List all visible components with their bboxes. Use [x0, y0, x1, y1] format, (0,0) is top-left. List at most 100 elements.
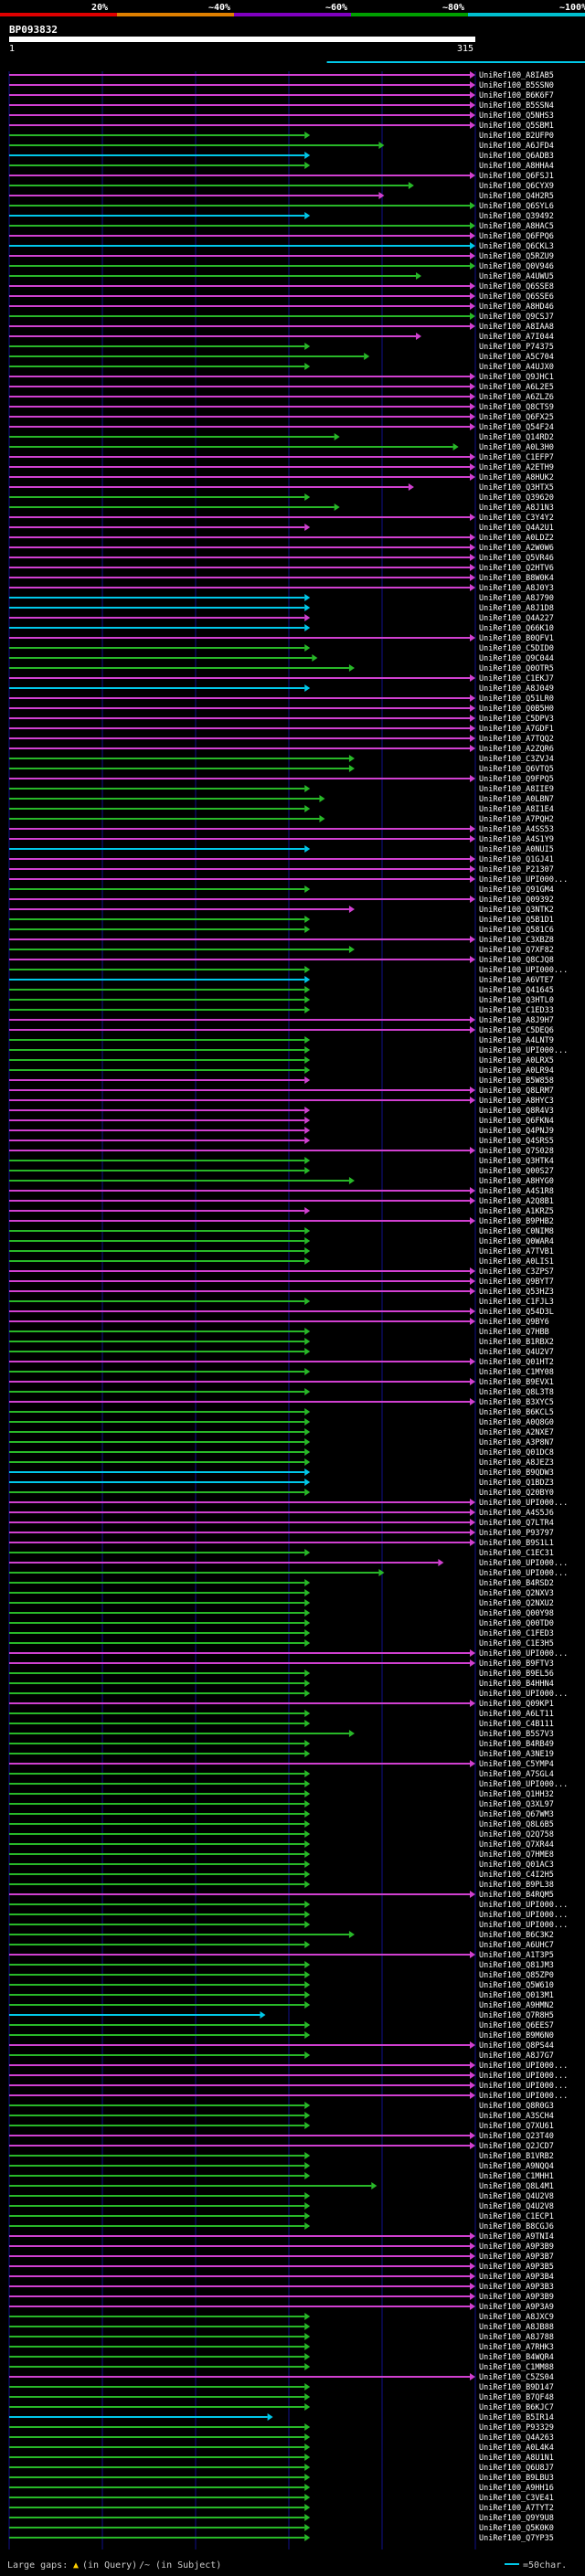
hit-row[interactable]: UniRef100_A9P3B5	[9, 2263, 554, 2272]
hit-row[interactable]: UniRef100_Q9BY6	[9, 1318, 549, 1327]
hit-row[interactable]: UniRef100_A4UJX0	[9, 363, 554, 372]
hit-row[interactable]: UniRef100_A2W0W6	[9, 544, 554, 553]
hit-label[interactable]: UniRef100_Q5SBM1	[479, 122, 554, 131]
hit-row[interactable]: UniRef100_B6KJC7	[9, 2403, 554, 2412]
hit-row[interactable]: UniRef100_Q7HME8	[9, 1850, 554, 1860]
hit-label[interactable]: UniRef100_Q4U2V8	[479, 2202, 554, 2211]
hit-label[interactable]: UniRef100_B8W0K4	[479, 574, 554, 583]
hit-row[interactable]: UniRef100_Q9C044	[9, 654, 554, 663]
hit-row[interactable]: UniRef100_B2UFP0	[9, 132, 554, 141]
hit-row[interactable]: UniRef100_Q91GM4	[9, 885, 554, 895]
hit-label[interactable]: UniRef100_UPI000...	[479, 1690, 568, 1699]
hit-row[interactable]: UniRef100_B6K6F7	[9, 91, 554, 101]
hit-label[interactable]: UniRef100_C1FED3	[479, 1629, 554, 1638]
hit-row[interactable]: UniRef100_A6UHC7	[9, 1941, 554, 1950]
hit-row[interactable]: UniRef100_Q2HTV6	[9, 564, 554, 573]
hit-label[interactable]: UniRef100_P21307	[479, 865, 554, 875]
hit-label[interactable]: UniRef100_B5SSN4	[479, 101, 554, 111]
hit-row[interactable]: UniRef100_Q8R0G3	[9, 2102, 554, 2111]
hit-row[interactable]: UniRef100_A9P3B7	[9, 2253, 554, 2262]
hit-row[interactable]: UniRef100_A7RHK3	[9, 2343, 554, 2352]
hit-label[interactable]: UniRef100_Q8LRM7	[479, 1087, 554, 1096]
hit-label[interactable]: UniRef100_A7I044	[479, 333, 554, 342]
hit-row[interactable]: UniRef100_A2NXE7	[9, 1428, 554, 1437]
hit-label[interactable]: UniRef100_Q6FX25	[479, 413, 554, 422]
hit-row[interactable]: UniRef100_A8J049	[9, 684, 554, 694]
hit-row[interactable]: UniRef100_A8J790	[9, 594, 554, 603]
hit-label[interactable]: UniRef100_A0Q8G0	[479, 1418, 554, 1427]
hit-label[interactable]: UniRef100_A8JEZ3	[479, 1458, 554, 1468]
hit-label[interactable]: UniRef100_A3NE19	[479, 1750, 554, 1759]
hit-label[interactable]: UniRef100_Q01HT2	[479, 1358, 554, 1367]
hit-row[interactable]: UniRef100_B9EL56	[9, 1670, 554, 1679]
hit-row[interactable]: UniRef100_A9NQQ4	[9, 2162, 554, 2171]
hit-label[interactable]: UniRef100_A8U1N1	[479, 2454, 554, 2463]
hit-label[interactable]: UniRef100_A8HUK2	[479, 473, 554, 482]
hit-row[interactable]: UniRef100_A4LNT9	[9, 1036, 554, 1045]
hit-label[interactable]: UniRef100_Q5K0K0	[479, 2524, 554, 2533]
hit-label[interactable]: UniRef100_UPI000...	[479, 2062, 568, 2071]
hit-label[interactable]: UniRef100_B9EL56	[479, 1670, 554, 1679]
hit-row[interactable]: UniRef100_Q9FPQ5	[9, 775, 554, 784]
hit-label[interactable]: UniRef100_Q7LTR4	[479, 1519, 554, 1528]
hit-row[interactable]: UniRef100_B8CGJ6	[9, 2222, 554, 2231]
hit-label[interactable]: UniRef100_A2NXE7	[479, 1428, 554, 1437]
hit-label[interactable]: UniRef100_A7TYT2	[479, 2504, 554, 2513]
hit-label[interactable]: UniRef100_A0NUI5	[479, 845, 554, 854]
hit-label[interactable]: UniRef100_A7PQH2	[479, 815, 554, 824]
hit-label[interactable]: UniRef100_Q0WAR4	[479, 1237, 554, 1246]
hit-row[interactable]: UniRef100_UPI000...	[9, 1901, 568, 1910]
hit-label[interactable]: UniRef100_A4UWU5	[479, 272, 554, 281]
hit-label[interactable]: UniRef100_B5W858	[479, 1076, 554, 1086]
hit-row[interactable]: UniRef100_UPI000...	[9, 2092, 568, 2101]
hit-row[interactable]: UniRef100_A9HMN2	[9, 2001, 554, 2010]
hit-row[interactable]: UniRef100_A6VTE7	[9, 976, 554, 985]
hit-row[interactable]: UniRef100_Q5NHS3	[9, 111, 554, 121]
hit-label[interactable]: UniRef100_A7GDF1	[479, 725, 554, 734]
hit-label[interactable]: UniRef100_Q4H2R5	[479, 192, 554, 201]
hit-row[interactable]: UniRef100_C1E3H5	[9, 1639, 554, 1648]
hit-row[interactable]: UniRef100_C5DEQ6	[9, 1026, 554, 1035]
hit-label[interactable]: UniRef100_Q14RD2	[479, 433, 554, 442]
hit-label[interactable]: UniRef100_A9NQQ4	[479, 2162, 554, 2171]
hit-row[interactable]: UniRef100_C1ED33	[9, 1006, 554, 1015]
hit-row[interactable]: UniRef100_Q0OTR5	[9, 664, 554, 673]
hit-row[interactable]: UniRef100_B9QDW3	[9, 1468, 554, 1478]
hit-row[interactable]: UniRef100_UPI000...	[9, 2062, 568, 2071]
hit-label[interactable]: UniRef100_Q581C6	[479, 926, 554, 935]
hit-label[interactable]: UniRef100_A8I1E4	[479, 805, 554, 814]
hit-row[interactable]: UniRef100_Q6EES7	[9, 2021, 554, 2030]
hit-row[interactable]: UniRef100_Q00S27	[9, 1167, 554, 1176]
hit-row[interactable]: UniRef100_Q4PNJ9	[9, 1127, 554, 1136]
hit-row[interactable]: UniRef100_A8I1E4	[9, 805, 554, 814]
hit-row[interactable]: UniRef100_A0L4K4	[9, 2443, 554, 2453]
hit-row[interactable]: UniRef100_B9PL38	[9, 1881, 554, 1890]
hit-row[interactable]: UniRef100_A9P3B9	[9, 2242, 554, 2252]
hit-label[interactable]: UniRef100_Q39620	[479, 493, 554, 503]
hit-label[interactable]: UniRef100_A6JFD4	[479, 142, 554, 151]
hit-label[interactable]: UniRef100_A3P8N7	[479, 1438, 554, 1447]
hit-row[interactable]: UniRef100_C1ECP1	[9, 2212, 554, 2221]
hit-row[interactable]: UniRef100_UPI000...	[9, 966, 568, 975]
hit-label[interactable]: UniRef100_Q9C044	[479, 654, 554, 663]
hit-row[interactable]: UniRef100_A2Q8B1	[9, 1197, 554, 1206]
hit-label[interactable]: UniRef100_C5DEQ6	[479, 1026, 554, 1035]
hit-row[interactable]: UniRef100_A8J9H7	[9, 1016, 554, 1025]
hit-label[interactable]: UniRef100_UPI000...	[479, 2082, 568, 2091]
hit-label[interactable]: UniRef100_A2ZQR6	[479, 745, 554, 754]
hit-row[interactable]: UniRef100_Q1GJ41	[9, 855, 554, 864]
hit-label[interactable]: UniRef100_B3XYC5	[479, 1398, 554, 1407]
hit-label[interactable]: UniRef100_A0L3H0	[479, 443, 554, 452]
hit-label[interactable]: UniRef100_A7TVB1	[479, 1247, 554, 1256]
hit-row[interactable]: UniRef100_Q8L4M1	[9, 2182, 554, 2191]
hit-label[interactable]: UniRef100_UPI000...	[479, 1559, 568, 1568]
hit-label[interactable]: UniRef100_Q39492	[479, 212, 554, 221]
hit-label[interactable]: UniRef100_Q6FKN4	[479, 1117, 554, 1126]
hit-row[interactable]: UniRef100_B4WQR4	[9, 2353, 554, 2362]
hit-label[interactable]: UniRef100_Q6VTQ5	[479, 765, 554, 774]
hit-label[interactable]: UniRef100_Q8R0G3	[479, 2102, 554, 2111]
hit-label[interactable]: UniRef100_C1ED33	[479, 1006, 554, 1015]
hit-label[interactable]: UniRef100_UPI000...	[479, 1499, 568, 1508]
hit-label[interactable]: UniRef100_Q5NHS3	[479, 111, 554, 121]
hit-row[interactable]: UniRef100_A9HH16	[9, 2484, 554, 2493]
